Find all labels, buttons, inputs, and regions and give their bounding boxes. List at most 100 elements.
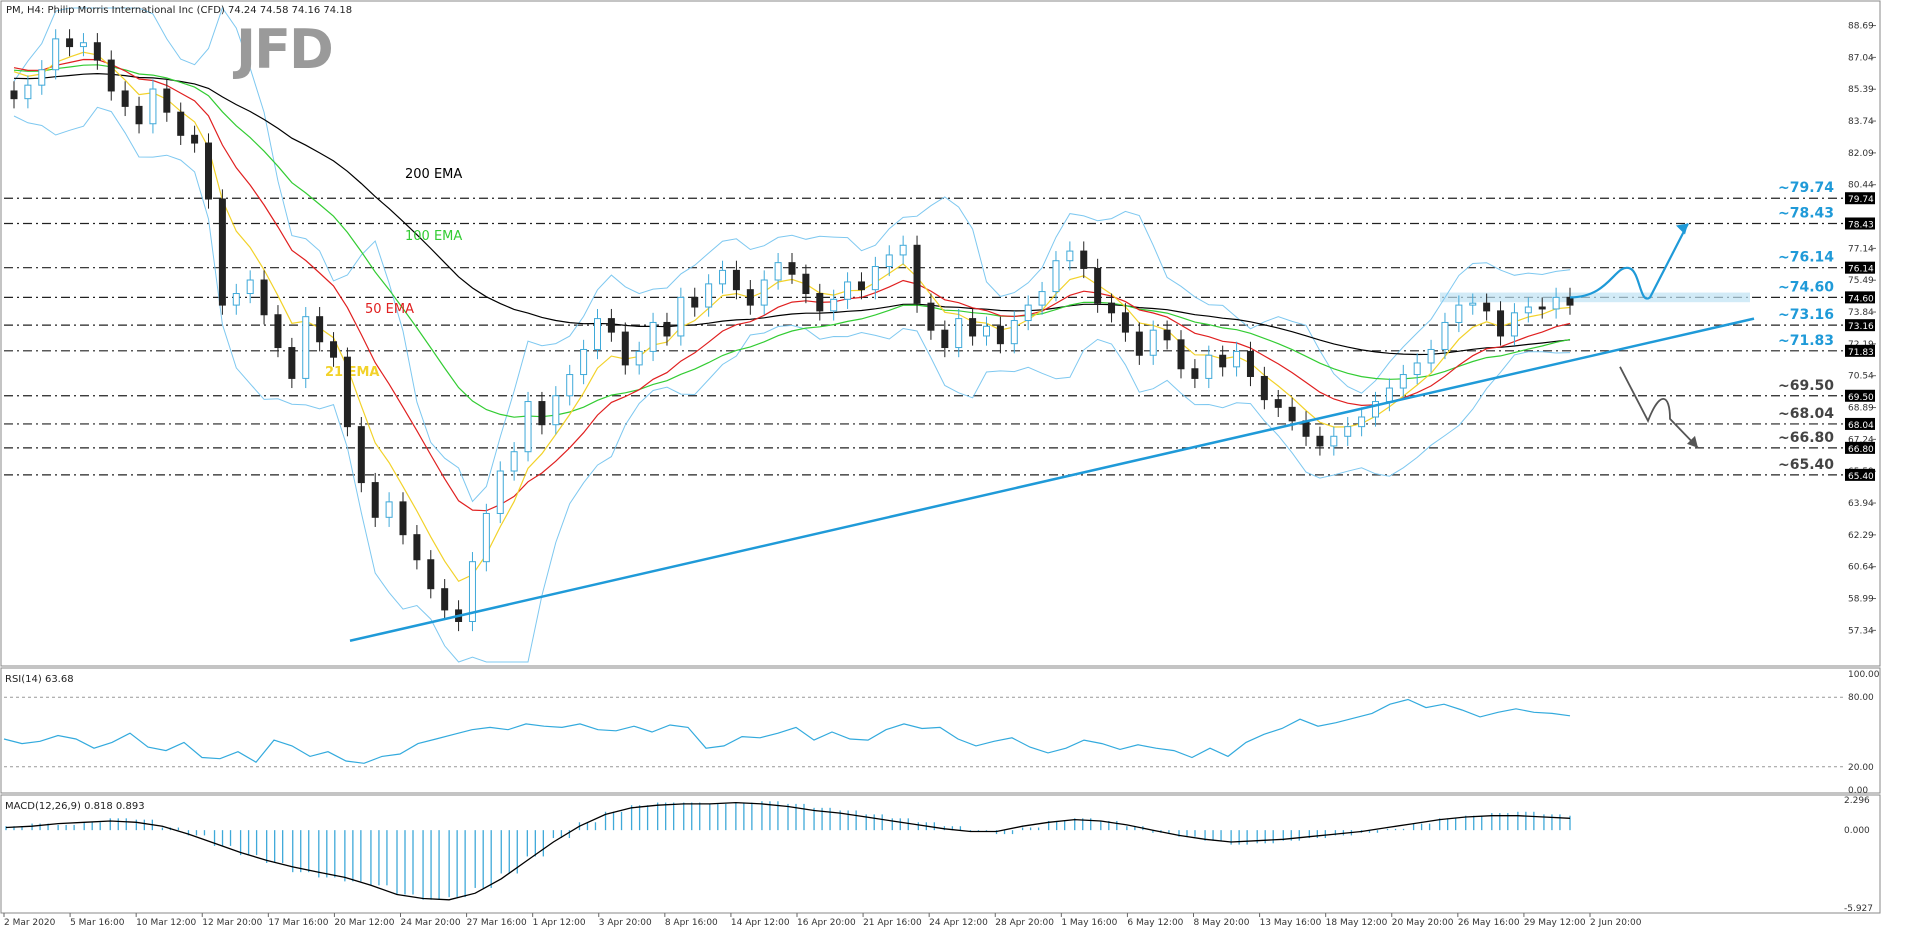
price-tick-label: 68.89 bbox=[1848, 404, 1874, 414]
price-tag-bg bbox=[1845, 344, 1875, 357]
ema-label: 50 EMA bbox=[365, 302, 414, 317]
candle-body bbox=[149, 88, 157, 125]
price-tick-label: 67.24 bbox=[1848, 435, 1874, 445]
time-tick-label: 28 Apr 20:00 bbox=[995, 918, 1054, 928]
candle-body bbox=[232, 293, 240, 306]
scenario-arrows bbox=[1569, 222, 1699, 449]
candle-body bbox=[594, 318, 601, 350]
level-label: ~78.43 bbox=[1778, 205, 1834, 221]
price-tick-label: 75.49 bbox=[1848, 276, 1874, 286]
level-label: ~65.40 bbox=[1778, 457, 1834, 473]
time-tick-label: 20 May 20:00 bbox=[1392, 918, 1454, 928]
candle-body bbox=[1358, 416, 1366, 428]
price-tag: 79.74 bbox=[1848, 195, 1874, 205]
candle-body bbox=[260, 279, 268, 316]
price-tag-bg bbox=[1845, 441, 1875, 454]
level-label: ~79.74 bbox=[1778, 180, 1834, 196]
candle-body bbox=[399, 501, 407, 536]
candle-body bbox=[774, 262, 782, 281]
price-tick-label: 57.34 bbox=[1848, 626, 1874, 636]
price-tick-label: 77.14 bbox=[1848, 244, 1874, 254]
macd-tick: 0.000 bbox=[1844, 826, 1870, 836]
price-tag: 76.14 bbox=[1848, 265, 1874, 275]
candle-body bbox=[1219, 354, 1227, 368]
candle-body bbox=[705, 283, 713, 308]
candlestick-series bbox=[10, 29, 1574, 632]
candle-body bbox=[316, 316, 324, 343]
candle-body bbox=[330, 341, 338, 358]
price-tick-label: 73.84 bbox=[1848, 308, 1874, 318]
candle-body bbox=[802, 273, 810, 295]
price-tag-bg bbox=[1845, 261, 1875, 274]
candle-body bbox=[343, 356, 351, 428]
candle-body bbox=[1566, 296, 1574, 306]
candle-body bbox=[983, 325, 990, 337]
price-tick-label: 80.44 bbox=[1848, 181, 1874, 191]
moving-averages: 200 EMA 100 EMA 50 EMA 21 EMA bbox=[13, 51, 1571, 583]
candle-body bbox=[482, 512, 490, 563]
rsi-tick: 0.00 bbox=[1848, 786, 1868, 796]
candle-body bbox=[274, 314, 282, 349]
time-tick-label: 10 Mar 12:00 bbox=[136, 918, 196, 928]
price-tag-bg bbox=[1845, 192, 1875, 205]
ema-label: 21 EMA bbox=[325, 365, 380, 380]
price-tick-label: 87.04 bbox=[1848, 53, 1874, 63]
candle-body bbox=[1385, 387, 1393, 403]
ema-200-line bbox=[13, 72, 1571, 356]
candle-body bbox=[1302, 420, 1310, 437]
candle-body bbox=[816, 293, 824, 312]
candle-body bbox=[1108, 302, 1116, 314]
candle-body bbox=[788, 262, 796, 275]
bearish-arrowhead bbox=[1687, 435, 1698, 448]
time-tick-label: 21 Apr 16:00 bbox=[863, 918, 922, 928]
time-tick-label: 24 Mar 20:00 bbox=[401, 918, 461, 928]
candle-body bbox=[66, 38, 74, 48]
candle-body bbox=[1524, 306, 1532, 314]
time-tick-label: 14 Apr 12:00 bbox=[731, 918, 790, 928]
price-tick-label: 83.74 bbox=[1848, 117, 1874, 127]
resistance-zone bbox=[1440, 292, 1750, 303]
macd-tick: 2.296 bbox=[1844, 796, 1870, 806]
price-tick-label: 82.09 bbox=[1848, 149, 1874, 159]
level-label: ~68.04 bbox=[1778, 406, 1834, 422]
symbol-info: PM, H4: Philip Morris International Inc … bbox=[6, 5, 352, 16]
time-tick-label: 8 Apr 16:00 bbox=[665, 918, 718, 928]
time-tick-label: 17 Mar 16:00 bbox=[268, 918, 328, 928]
price-tick-label: 70.54 bbox=[1848, 372, 1874, 382]
candle-body bbox=[1080, 250, 1088, 269]
candle-body bbox=[538, 401, 546, 426]
time-axis: 2 Mar 2020 5 Mar 16:00 10 Mar 12:00 12 Mar … bbox=[3, 913, 1642, 928]
rsi-tick: 100.00 bbox=[1848, 670, 1880, 680]
macd-signal-line bbox=[5, 801, 1571, 901]
candle-body bbox=[496, 470, 504, 514]
price-tag: 78.43 bbox=[1848, 220, 1874, 230]
candle-body bbox=[510, 451, 518, 472]
candle-body bbox=[1246, 350, 1254, 377]
candle-body bbox=[941, 329, 949, 349]
level-label: ~69.50 bbox=[1778, 378, 1834, 394]
time-tick-label: 6 May 12:00 bbox=[1127, 918, 1183, 928]
time-tick-label: 29 May 12:00 bbox=[1524, 918, 1586, 928]
candle-body bbox=[1274, 399, 1282, 408]
candle-body bbox=[857, 281, 865, 291]
ema-label: 100 EMA bbox=[405, 229, 462, 244]
candle-body bbox=[691, 296, 699, 308]
price-tick-label: 58.99 bbox=[1848, 595, 1874, 605]
candle-body bbox=[1441, 321, 1449, 350]
level-labels: ~79.74 ~78.43 ~76.14 ~74.60 ~73.16 ~71.83 ~69.… bbox=[1778, 180, 1834, 473]
price-tag: 66.80 bbox=[1848, 445, 1874, 455]
time-tick-label: 2 Jun 20:00 bbox=[1590, 918, 1642, 928]
time-tick-label: 3 Apr 20:00 bbox=[599, 918, 652, 928]
rsi-panel: 100.00 80.00 20.00 0.00 bbox=[3, 670, 1880, 796]
candle-body bbox=[552, 395, 560, 426]
price-tag: 68.04 bbox=[1848, 421, 1874, 431]
candle-body bbox=[1094, 267, 1102, 304]
candle-body bbox=[969, 318, 977, 337]
candle-body bbox=[524, 401, 532, 453]
candle-body bbox=[218, 198, 226, 306]
candle-body bbox=[1455, 304, 1463, 323]
rsi-panel-frame bbox=[0, 667, 1881, 794]
candle-body bbox=[357, 426, 365, 484]
price-tag: 69.50 bbox=[1848, 393, 1874, 403]
